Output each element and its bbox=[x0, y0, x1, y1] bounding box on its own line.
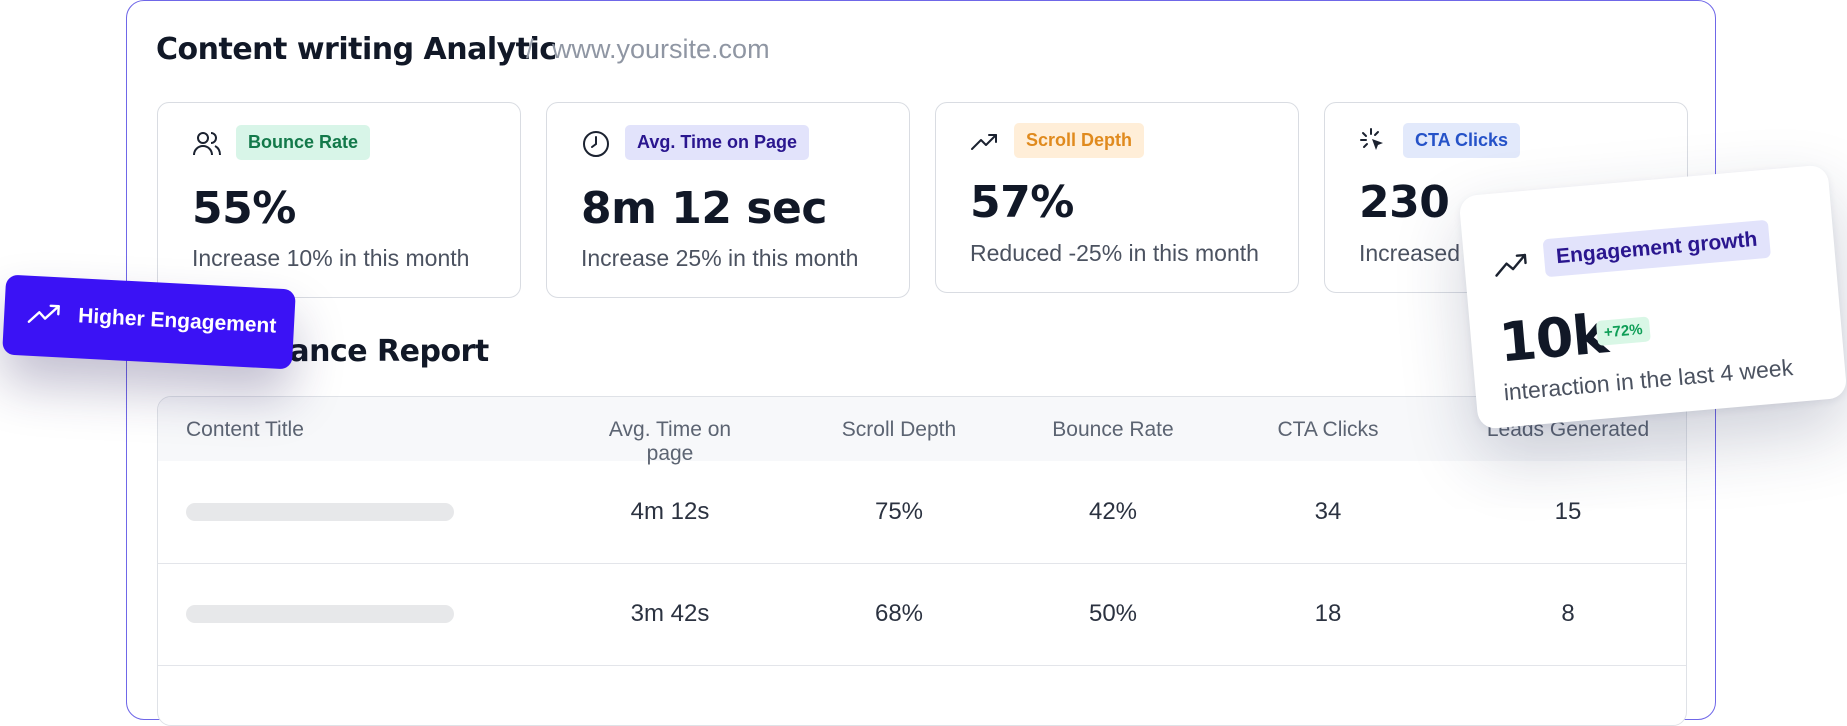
breadcrumb-separator: / bbox=[526, 34, 534, 64]
avg-time-badge: Avg. Time on Page bbox=[625, 125, 810, 160]
table-header: Content Title Avg. Time on page Scroll D… bbox=[158, 397, 1686, 465]
performance-table: Content Title Avg. Time on page Scroll D… bbox=[157, 396, 1687, 726]
title-placeholder bbox=[186, 503, 454, 521]
column-header[interactable]: Content Title bbox=[186, 418, 304, 441]
bounce-rate-value: 55% bbox=[192, 183, 296, 234]
trend-up-icon bbox=[971, 134, 997, 150]
leads-cell: 15 bbox=[1554, 498, 1582, 525]
clock-icon bbox=[583, 131, 609, 157]
scroll-depth-badge: Scroll Depth bbox=[1014, 123, 1145, 158]
engagement-growth-card: Engagement growth 10k +72% interaction i… bbox=[1458, 164, 1847, 430]
title-placeholder bbox=[186, 605, 454, 623]
table-row[interactable]: 3m 42s 68% 50% 18 8 bbox=[158, 563, 1686, 666]
site-url-link[interactable]: www.yoursite.com bbox=[552, 34, 770, 64]
scroll-depth-cell: 75% bbox=[874, 498, 924, 525]
bounce-rate-note: Increase 10% in this month bbox=[192, 245, 470, 271]
cta-clicks-cell: 34 bbox=[1314, 498, 1342, 525]
scroll-depth-cell: 68% bbox=[874, 600, 924, 627]
avg-time-cell: 4m 12s bbox=[630, 498, 710, 525]
column-header[interactable]: Scroll Depth bbox=[841, 418, 957, 441]
avg-time-note: Increase 25% in this month bbox=[581, 245, 859, 271]
cta-clicks-value: 230 bbox=[1359, 177, 1450, 228]
column-header[interactable]: CTA Clicks bbox=[1277, 418, 1379, 441]
scroll-depth-note: Reduced -25% in this month bbox=[970, 240, 1259, 266]
higher-engagement-tag: Higher Engagement bbox=[2, 274, 296, 370]
trend-up-icon bbox=[1495, 253, 1527, 277]
users-icon bbox=[193, 132, 221, 156]
cta-clicks-note: Increased bbox=[1359, 240, 1461, 266]
column-header[interactable]: Bounce Rate bbox=[1052, 418, 1174, 441]
avg-time-value: 8m 12 sec bbox=[581, 183, 827, 234]
avg-time-card[interactable]: Avg. Time on Page 8m 12 sec Increase 25%… bbox=[546, 102, 910, 298]
scroll-depth-value: 57% bbox=[970, 177, 1074, 228]
engagement-growth-badge: Engagement growth bbox=[1542, 219, 1771, 278]
scroll-depth-card[interactable]: Scroll Depth 57% Reduced -25% in this mo… bbox=[935, 102, 1299, 293]
higher-engagement-label: Higher Engagement bbox=[77, 304, 277, 338]
cta-clicks-badge: CTA Clicks bbox=[1403, 123, 1521, 158]
trend-up-icon bbox=[27, 304, 60, 323]
column-header[interactable]: Avg. Time on page bbox=[608, 418, 732, 465]
avg-time-cell: 3m 42s bbox=[630, 600, 710, 627]
table-row[interactable]: 4m 12s 75% 42% 34 15 bbox=[158, 461, 1686, 564]
engagement-delta-badge: +72% bbox=[1595, 316, 1651, 346]
page-title: Content writing Analytic bbox=[156, 32, 557, 67]
cta-clicks-cell: 18 bbox=[1314, 600, 1342, 627]
bounce-rate-card[interactable]: Bounce Rate 55% Increase 10% in this mon… bbox=[157, 102, 521, 298]
bounce-rate-badge: Bounce Rate bbox=[236, 125, 371, 160]
leads-cell: 8 bbox=[1561, 600, 1575, 627]
cursor-click-icon bbox=[1360, 128, 1383, 150]
engagement-value: 10k bbox=[1496, 302, 1610, 375]
bounce-rate-cell: 50% bbox=[1088, 600, 1138, 627]
bounce-rate-cell: 42% bbox=[1088, 498, 1138, 525]
